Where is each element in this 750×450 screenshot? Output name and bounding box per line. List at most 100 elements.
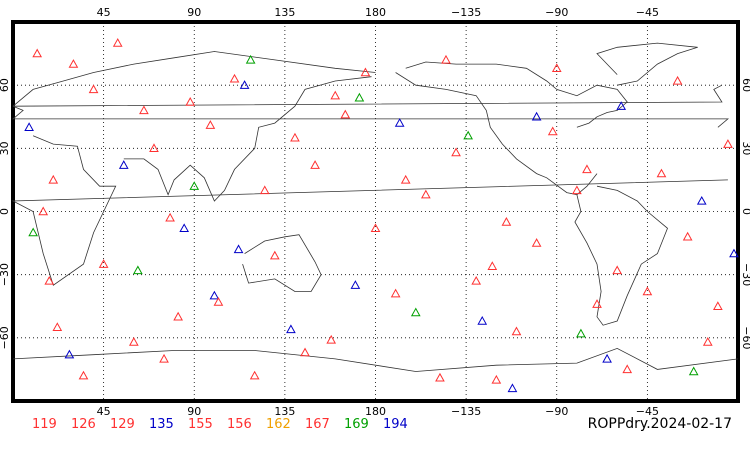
observation-marker [672, 75, 683, 85]
lat-tick-label-left: 0 [0, 208, 11, 215]
legend-entry: 119 [32, 417, 57, 432]
observation-marker [547, 126, 558, 136]
legend: 119 126 129 135 155 156 162 167 169 194 [32, 417, 422, 435]
observation-marker [44, 275, 55, 285]
observation-marker [507, 383, 518, 393]
observation-marker [118, 160, 129, 169]
lat-tick-label-right: 60 [740, 78, 750, 92]
lon-tick-label-top: 90 [187, 6, 201, 19]
observation-marker [463, 130, 473, 140]
observation-marker [165, 212, 175, 222]
observation-marker [531, 111, 542, 121]
coastline [123, 76, 372, 202]
observation-marker [173, 311, 183, 321]
axis-tick-labels: 45 45 90 90 135 135 180 180 −135 −135 −90 −90 −45 −45… [0, 6, 750, 418]
lon-tick-label-top: 135 [274, 6, 295, 19]
observation-marker [78, 370, 89, 380]
observation-marker [326, 334, 337, 344]
lon-tick-label-top: 45 [97, 6, 111, 19]
lat-tick-label-left: −60 [0, 326, 11, 349]
lat-tick-label-left: 30 [0, 141, 11, 155]
observation-marker [185, 96, 196, 106]
observation-marker [48, 174, 59, 184]
observation-marker [28, 227, 38, 237]
observation-marker [249, 370, 260, 380]
observation-marker [491, 374, 502, 384]
observation-marker [259, 185, 270, 195]
lat-tick-label-left: −30 [0, 263, 11, 286]
observation-marker [38, 206, 49, 216]
observation-marker [330, 90, 341, 100]
observation-marker [128, 337, 139, 346]
observation-marker [354, 92, 365, 102]
observation-marker [310, 160, 320, 169]
observation-marker [394, 118, 405, 127]
coastline [11, 135, 728, 286]
observation-marker [616, 101, 627, 110]
observation-marker [582, 164, 592, 174]
lat-tick-label-right: 0 [740, 208, 750, 215]
observation-marker [400, 174, 411, 184]
lon-tick-label-bottom: 90 [187, 405, 201, 418]
observation-marker [300, 347, 310, 357]
lat-tick-label-right: −30 [740, 263, 750, 286]
lon-tick-label-top: −135 [451, 6, 481, 19]
observation-marker [501, 216, 512, 226]
lat-tick-label-left: 60 [0, 78, 11, 92]
observation-marker [370, 223, 381, 233]
observation-marker [477, 315, 488, 325]
observation-marker [32, 48, 43, 58]
observation-marker [269, 250, 280, 260]
observation-marker [531, 238, 542, 247]
coastline [395, 72, 598, 196]
legend-entry: 126 [71, 417, 96, 432]
observation-marker [233, 244, 244, 254]
observation-marker [441, 54, 451, 64]
observation-marker [245, 54, 256, 64]
observation-marker [592, 299, 602, 308]
coastline [11, 84, 729, 128]
legend-entry: 129 [110, 417, 135, 432]
legend-entry: 194 [383, 417, 408, 432]
observation-marker [576, 328, 586, 338]
observation-marker [68, 59, 79, 68]
observation-marker [189, 181, 200, 190]
lon-tick-label-bottom: 135 [274, 405, 295, 418]
observation-marker [340, 109, 351, 119]
observation-marker [52, 322, 63, 332]
coastline [405, 61, 628, 128]
observation-marker [350, 280, 361, 289]
lon-tick-label-top: −45 [636, 6, 659, 19]
lon-tick-label-bottom: −45 [636, 405, 659, 418]
observation-marker [602, 353, 612, 363]
observation-marker [205, 120, 216, 129]
observation-marker [642, 286, 653, 296]
observation-marker [290, 132, 300, 142]
legend-entry: 156 [227, 417, 252, 432]
observation-marker [723, 139, 733, 148]
coastline [12, 51, 376, 107]
map-title: ROPPdry.2024-02-17 [587, 416, 732, 432]
observation-marker [696, 195, 707, 205]
observation-marker [213, 297, 224, 306]
observation-marker [98, 259, 109, 268]
lat-tick-label-right: −60 [740, 326, 750, 349]
observation-markers [24, 38, 739, 393]
observation-marker [713, 301, 723, 310]
lon-tick-label-bottom: −135 [451, 405, 481, 418]
lon-tick-label-top: −90 [545, 6, 568, 19]
observation-marker [471, 275, 482, 285]
coastline [596, 42, 698, 86]
legend-entry: 167 [305, 417, 330, 432]
observation-marker [729, 248, 739, 258]
observation-marker [451, 147, 461, 157]
observation-marker [511, 326, 522, 336]
observation-marker [612, 265, 623, 275]
observation-marker [24, 122, 34, 131]
observation-marker [286, 324, 296, 334]
lat-tick-label-right: 30 [740, 141, 750, 155]
observation-marker [139, 105, 149, 115]
observation-marker [572, 185, 582, 195]
observation-marker [360, 67, 371, 77]
coastlines [11, 42, 739, 372]
